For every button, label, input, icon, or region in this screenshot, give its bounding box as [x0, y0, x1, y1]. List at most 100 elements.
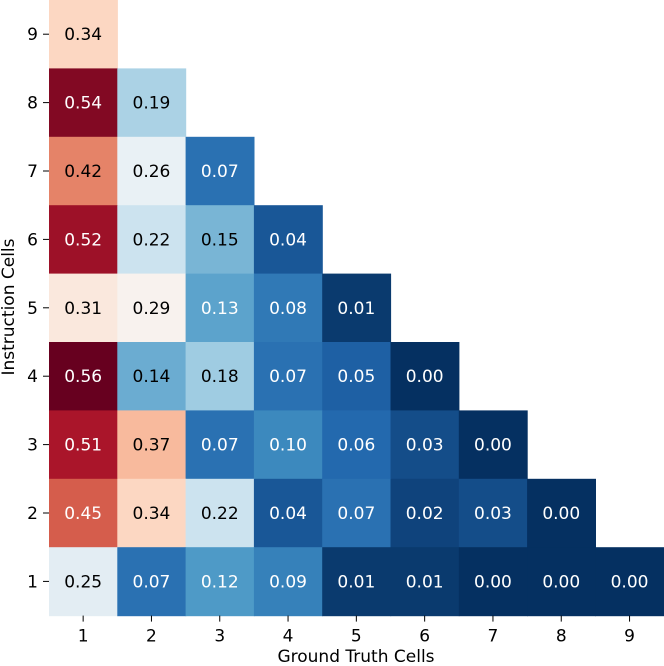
- cell-value-label: 0.01: [337, 299, 375, 319]
- heatmap-cell-5-3: [185, 273, 255, 343]
- cell-value-label: 0.07: [201, 162, 239, 182]
- heatmap-cell-1-1: [49, 547, 118, 617]
- x-tick-label: 3: [214, 627, 225, 647]
- cell-value-label: 0.42: [64, 162, 102, 182]
- cell-value-label: 0.04: [269, 504, 307, 524]
- cell-value-label: 0.00: [474, 436, 512, 456]
- cell-value-label: 0.54: [64, 94, 102, 114]
- cell-value-label: 0.05: [337, 367, 375, 387]
- cell-value-label: 0.08: [269, 299, 307, 319]
- cell-value-label: 0.09: [269, 572, 307, 592]
- heatmap-cell-2-3: [185, 478, 255, 548]
- cell-value-label: 0.03: [474, 504, 512, 524]
- y-tick-label: 4: [27, 367, 38, 387]
- x-tick-label: 5: [351, 627, 362, 647]
- heatmap-cell-8-1: [49, 68, 118, 138]
- cell-value-label: 0.31: [64, 299, 102, 319]
- heatmap-cell-4-6: [390, 342, 460, 411]
- heatmap-cell-1-4: [253, 547, 323, 617]
- cell-value-label: 0.22: [133, 230, 171, 250]
- cell-value-label: 0.13: [201, 299, 239, 319]
- cell-value-label: 0.00: [542, 504, 580, 524]
- heatmap-cell-4-4: [253, 342, 323, 411]
- x-tick-label: 4: [283, 627, 294, 647]
- heatmap-cell-2-4: [253, 478, 323, 548]
- cell-value-label: 0.12: [201, 572, 239, 592]
- cell-value-label: 0.07: [133, 572, 171, 592]
- heatmap-cell-3-2: [117, 410, 187, 480]
- x-tick-label: 6: [419, 627, 430, 647]
- heatmap-cell-1-9: [595, 547, 664, 617]
- heatmap-cell-2-7: [458, 478, 528, 548]
- cell-value-label: 0.52: [64, 230, 102, 250]
- heatmap-cell-6-1: [49, 205, 118, 275]
- cell-value-label: 0.34: [64, 25, 102, 45]
- y-tick-label: 3: [27, 436, 38, 456]
- cell-value-label: 0.03: [406, 436, 444, 456]
- heatmap-cell-6-4: [253, 205, 323, 275]
- heatmap-cell-5-2: [117, 273, 187, 343]
- y-axis-ticks: 9 8 7 6 5 4 3 2 1: [27, 25, 49, 592]
- y-axis-label: Instruction Cells: [0, 238, 19, 375]
- y-tick-label: 1: [27, 572, 38, 592]
- x-tick-label: 2: [146, 627, 157, 647]
- heatmap-cell-2-2: [117, 478, 187, 548]
- y-tick-label: 7: [27, 162, 38, 182]
- heatmap-cell-7-3: [185, 136, 255, 206]
- x-tick-label: 9: [624, 627, 635, 647]
- cell-value-label: 0.45: [64, 504, 102, 524]
- cell-value-label: 0.37: [133, 436, 171, 456]
- heatmap-cell-1-2: [117, 547, 187, 617]
- cell-value-label: 0.00: [406, 367, 444, 387]
- heatmap-cell-2-8: [527, 478, 596, 548]
- heatmap-cell-5-4: [253, 273, 323, 343]
- cell-value-label: 0.00: [542, 572, 580, 592]
- cell-value-label: 0.15: [201, 230, 239, 250]
- cell-value-label: 0.00: [611, 572, 649, 592]
- cell-value-label: 0.14: [133, 367, 171, 387]
- cell-value-label: 0.06: [337, 436, 375, 456]
- x-tick-label: 7: [488, 627, 499, 647]
- cell-value-label: 0.56: [64, 367, 102, 387]
- cell-value-label: 0.29: [133, 299, 171, 319]
- cell-value-label: 0.10: [269, 436, 307, 456]
- heatmap-cell-4-1: [49, 342, 118, 411]
- heatmap-cell-6-3: [185, 205, 255, 275]
- heatmap-cell-2-6: [390, 478, 460, 548]
- y-tick-label: 8: [27, 94, 38, 114]
- heatmap-cell-3-6: [390, 410, 460, 480]
- cell-value-label: 0.25: [64, 572, 102, 592]
- heatmap-cell-7-1: [49, 136, 118, 206]
- heatmap-cell-1-7: [458, 547, 528, 617]
- cell-value-label: 0.04: [269, 230, 307, 250]
- heatmap-cell-4-3: [185, 342, 255, 411]
- x-tick-label: 8: [556, 627, 567, 647]
- heatmap-cell-3-3: [185, 410, 255, 480]
- cell-value-label: 0.19: [133, 94, 171, 114]
- heatmap-cells: 0.34 0.54 0.19 0.42 0.26 0.07 0.52 0.22 0.15 0.04…: [49, 0, 664, 617]
- cell-value-label: 0.18: [201, 367, 239, 387]
- heatmap-cell-1-5: [322, 547, 392, 617]
- y-tick-label: 9: [27, 25, 38, 45]
- heatmap-cell-3-1: [49, 410, 118, 480]
- heatmap-cell-7-2: [117, 136, 187, 206]
- y-tick-label: 5: [27, 299, 38, 319]
- heatmap-cell-4-5: [322, 342, 392, 411]
- heatmap-cell-8-2: [117, 68, 187, 138]
- heatmap-cell-6-2: [117, 205, 187, 275]
- y-tick-label: 2: [27, 504, 38, 524]
- heatmap-cell-3-4: [253, 410, 323, 480]
- cell-value-label: 0.02: [406, 504, 444, 524]
- cell-value-label: 0.07: [337, 504, 375, 524]
- heatmap-cell-3-5: [322, 410, 392, 480]
- heatmap-cell-9-1: [49, 0, 118, 69]
- x-axis-label: Ground Truth Cells: [277, 647, 434, 666]
- heatmap-cell-2-1: [49, 478, 118, 548]
- heatmap-cell-2-5: [322, 478, 392, 548]
- heatmap-cell-3-7: [458, 410, 528, 480]
- heatmap-cell-1-6: [390, 547, 460, 617]
- cell-value-label: 0.00: [474, 572, 512, 592]
- cell-value-label: 0.07: [201, 436, 239, 456]
- heatmap-cell-1-8: [527, 547, 596, 617]
